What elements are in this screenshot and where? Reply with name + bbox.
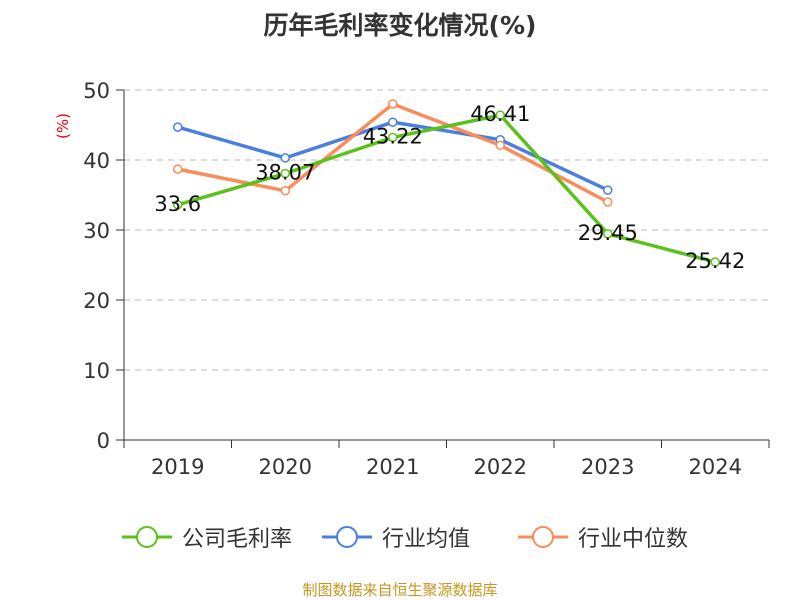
data-point <box>280 168 290 179</box>
source-note: 制图数据来自恒生聚源数据库 <box>302 581 497 599</box>
data-point <box>280 186 290 196</box>
data-point <box>388 132 398 143</box>
legend-label: 行业均值 <box>382 527 470 552</box>
legend-marker <box>136 526 158 548</box>
data-label: 33.6 <box>154 192 201 216</box>
series-line-0 <box>177 113 716 264</box>
data-point <box>280 153 290 163</box>
chart-title: 历年毛利率变化情况(%) <box>264 11 537 40</box>
y-tick-label: 30 <box>83 219 110 243</box>
x-tick-label: 2022 <box>474 455 527 479</box>
x-tick-label: 2023 <box>581 455 634 479</box>
x-tick-label: 2021 <box>366 455 419 479</box>
data-point <box>388 99 398 109</box>
data-point <box>603 197 613 207</box>
data-point <box>710 257 720 267</box>
x-tick-label: 2019 <box>151 455 204 479</box>
data-label: 25.42 <box>685 249 745 273</box>
y-tick-label: 40 <box>83 149 110 173</box>
data-point <box>603 229 613 239</box>
data-point <box>603 185 613 195</box>
data-label: 43.22 <box>363 124 423 148</box>
data-point <box>495 110 505 120</box>
y-tick-label: 50 <box>83 79 110 103</box>
y-axis-label: (%) <box>54 113 72 139</box>
y-tick-label: 20 <box>83 289 110 313</box>
y-tick-label: 10 <box>83 359 110 383</box>
data-point <box>173 164 183 174</box>
data-point <box>495 140 505 151</box>
legend-marker <box>336 526 358 548</box>
data-point <box>173 122 183 132</box>
x-tick-label: 2020 <box>259 455 312 479</box>
data-label: 46.41 <box>470 102 530 126</box>
legend-label: 公司毛利率 <box>182 527 292 552</box>
y-tick-label: 0 <box>97 429 110 453</box>
data-point <box>173 200 183 210</box>
legend-label: 行业中位数 <box>578 527 688 552</box>
data-label: 38.07 <box>255 161 315 185</box>
x-tick-label: 2024 <box>689 455 742 479</box>
data-label: 29.45 <box>578 221 638 245</box>
legend-marker <box>532 526 554 548</box>
data-point <box>388 117 398 127</box>
